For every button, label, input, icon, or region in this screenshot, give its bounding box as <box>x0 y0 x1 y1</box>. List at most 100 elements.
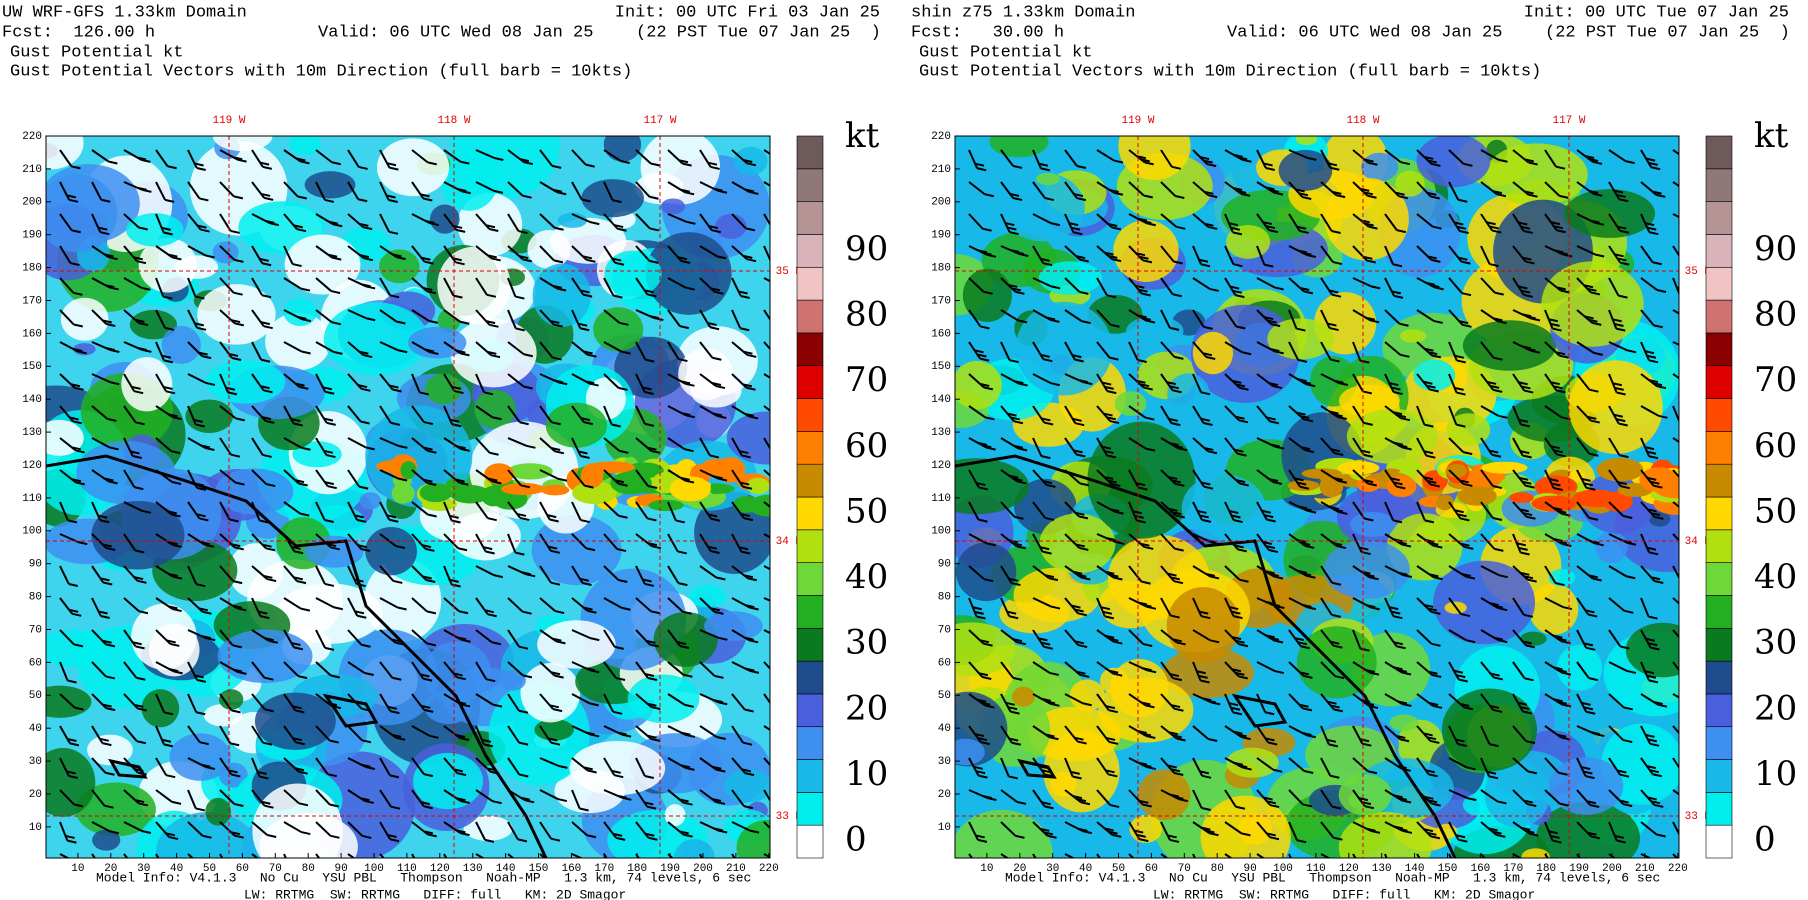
wind-barb <box>571 437 590 460</box>
wind-barb <box>539 277 567 292</box>
barb-flag <box>1209 832 1219 837</box>
barb-flag <box>1360 449 1371 454</box>
barb-shaft <box>187 149 198 169</box>
barb-flag <box>778 604 787 606</box>
wind-barb <box>1160 821 1180 843</box>
wind-barb <box>155 373 176 395</box>
barb-flag <box>976 167 987 172</box>
barb-flag <box>1426 454 1436 459</box>
wind-barb <box>1064 149 1087 169</box>
barb-flag <box>520 484 531 489</box>
x-tick-label: 140 <box>1405 863 1425 875</box>
barb-flag <box>1658 414 1668 419</box>
barb-flag <box>332 223 343 228</box>
barb-flag <box>1235 671 1245 676</box>
wind-barb <box>219 661 247 675</box>
colorbar-segment <box>1705 627 1733 662</box>
colorbar-segment <box>796 660 824 695</box>
barb-flag <box>1109 356 1119 361</box>
barb-shaft <box>187 501 201 519</box>
barb-flag <box>1652 190 1662 195</box>
barb-shaft <box>347 149 360 168</box>
wind-barb <box>1128 533 1154 550</box>
barb-flag <box>170 450 181 455</box>
barb-flag <box>1650 576 1661 581</box>
barb-shaft <box>1064 469 1081 485</box>
wind-barb <box>59 501 78 524</box>
wind-barb <box>1576 629 1596 651</box>
barb-flag <box>194 674 204 679</box>
wind-barb <box>1448 629 1476 644</box>
barb-flag <box>583 606 593 611</box>
barb-flag <box>395 545 406 550</box>
wind-barb <box>251 661 274 681</box>
barb-flag <box>134 767 144 772</box>
barb-flag <box>680 260 691 264</box>
wind-barb <box>1192 149 1217 168</box>
wind-barb <box>507 181 532 199</box>
wind-barb <box>1256 405 1280 425</box>
wind-barb <box>1000 373 1028 387</box>
barb-flag <box>1587 287 1597 292</box>
colorbar-segment <box>796 463 824 498</box>
barb-flag <box>557 477 568 482</box>
barb-shaft <box>411 501 429 516</box>
barb-shaft <box>1448 181 1460 201</box>
colorbar-label: 50 <box>1754 491 1797 531</box>
barb-flag <box>1401 767 1412 772</box>
barb-flag <box>1300 541 1311 546</box>
wind-barb <box>283 181 307 200</box>
barb-flag <box>1685 158 1694 160</box>
wind-barb <box>571 181 591 203</box>
barb-shaft <box>667 277 687 289</box>
barb-flag <box>1689 514 1698 516</box>
barb-flag <box>1644 670 1655 675</box>
barb-shaft <box>187 245 207 257</box>
barb-flag <box>366 317 376 322</box>
barb-shaft <box>1224 789 1237 808</box>
wind-barb <box>667 213 696 225</box>
barb-flag <box>1616 839 1626 844</box>
y-tick-label: 200 <box>931 197 951 209</box>
barb-flag <box>1141 316 1151 321</box>
barb-flag <box>1169 673 1180 678</box>
wind-barb <box>1416 757 1438 778</box>
barb-shaft <box>1000 789 1018 803</box>
barb-flag <box>232 156 243 161</box>
barb-shaft <box>91 181 103 201</box>
barb-flag <box>1073 231 1083 236</box>
barb-flag <box>326 543 337 548</box>
wind-barb <box>1384 693 1412 707</box>
barb-flag <box>1306 253 1317 258</box>
barb-shaft <box>1032 629 1045 648</box>
colorbar-segment <box>1705 595 1733 629</box>
barb-flag <box>1525 484 1535 489</box>
barb-shaft <box>1608 821 1618 841</box>
wind-barb <box>1672 757 1679 770</box>
wind-barb <box>1480 181 1507 198</box>
barb-flag <box>1617 769 1627 774</box>
barb-flag <box>1619 261 1630 266</box>
barb-shaft <box>315 629 326 649</box>
barb-flag <box>1549 478 1559 482</box>
barb-flag <box>389 838 400 843</box>
barb-flag <box>1044 197 1055 202</box>
barb-flag <box>1402 829 1413 834</box>
barb-flag <box>1363 255 1373 260</box>
barb-flag <box>974 349 984 354</box>
barb-flag <box>1265 859 1274 861</box>
barb-flag <box>1013 420 1024 425</box>
barb-flag <box>1592 160 1603 165</box>
barb-flag <box>749 606 759 611</box>
wind-barb <box>379 853 385 858</box>
barb-flag <box>1646 450 1657 455</box>
barb-flag <box>1433 544 1443 549</box>
barb-flag <box>235 481 245 486</box>
barb-flag <box>200 541 210 546</box>
barb-flag <box>739 327 750 332</box>
wind-barb <box>667 789 693 806</box>
barb-flag <box>493 574 503 579</box>
colorbar-segment <box>1705 234 1733 268</box>
colorbar-segment <box>796 726 824 760</box>
wind-barb <box>187 789 205 812</box>
